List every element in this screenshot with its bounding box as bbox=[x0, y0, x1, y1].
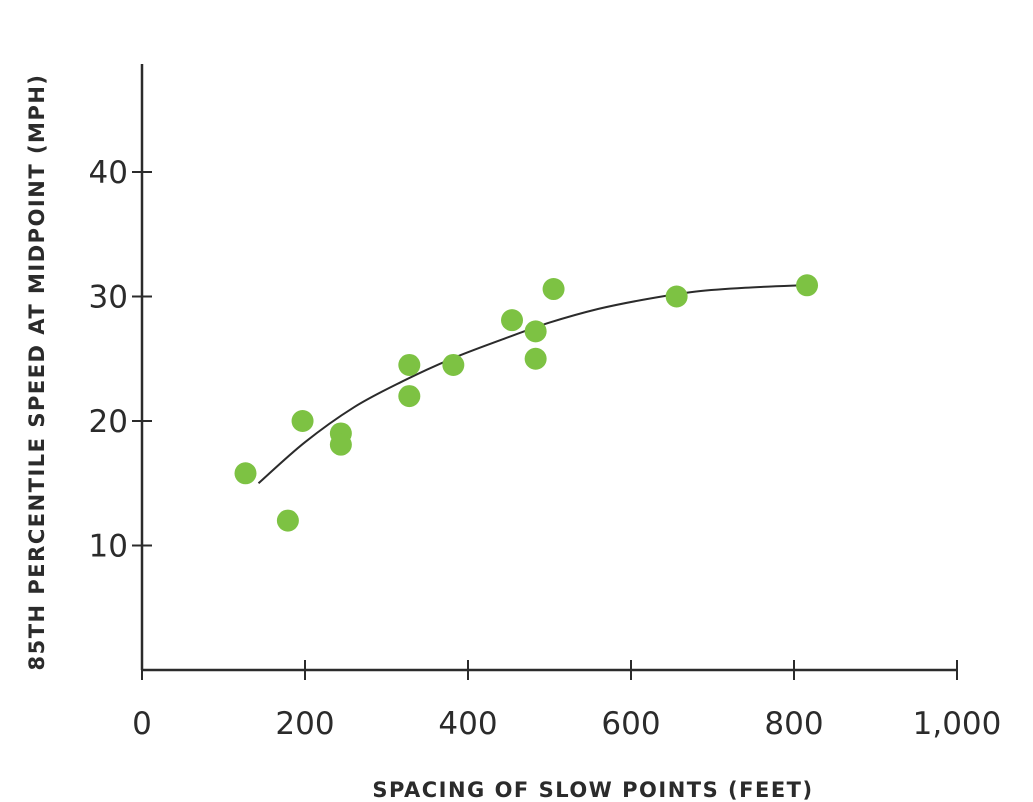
x-tick-label: 600 bbox=[601, 706, 660, 742]
axes-layer bbox=[140, 64, 957, 672]
data-point bbox=[398, 385, 421, 408]
data-point bbox=[291, 410, 314, 432]
y-axis-title: 85TH PERCENTILE SPEED AT MIDPOINT (MPH) bbox=[25, 73, 49, 670]
x-tick-label: 800 bbox=[764, 706, 823, 742]
data-point bbox=[796, 274, 819, 297]
x-axis-title: SPACING OF SLOW POINTS (FEET) bbox=[372, 778, 813, 802]
x-tick-label: 400 bbox=[438, 706, 497, 742]
y-tick-label: 20 bbox=[89, 404, 128, 440]
x-tick-label: 0 bbox=[132, 706, 152, 742]
data-point bbox=[542, 278, 565, 301]
data-point bbox=[665, 285, 688, 308]
y-tick-label: 40 bbox=[89, 155, 128, 191]
data-point bbox=[501, 309, 524, 332]
data-point bbox=[276, 509, 299, 532]
y-axis-ticks: 10 20 30 40 bbox=[89, 155, 152, 565]
data-point bbox=[329, 433, 352, 456]
data-point bbox=[442, 353, 465, 376]
y-tick-label: 10 bbox=[89, 529, 128, 565]
data-point bbox=[398, 353, 421, 376]
x-tick-label: 1,000 bbox=[913, 706, 1002, 742]
y-tick-label: 30 bbox=[89, 280, 128, 316]
data-points-layer bbox=[234, 274, 819, 532]
x-tick-label: 200 bbox=[275, 706, 334, 742]
x-axis-ticks: 0 200 400 600 800 1,000 bbox=[132, 660, 1001, 742]
data-point bbox=[524, 347, 547, 370]
data-point bbox=[234, 462, 257, 485]
data-point bbox=[524, 320, 547, 343]
